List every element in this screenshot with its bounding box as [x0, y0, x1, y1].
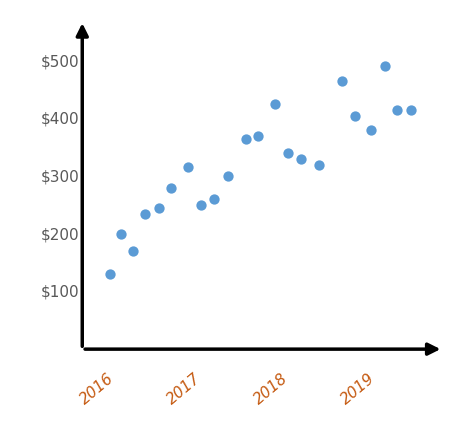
- Point: [315, 162, 323, 169]
- Point: [298, 156, 305, 163]
- Text: 2016: 2016: [78, 369, 117, 406]
- Point: [211, 196, 218, 203]
- Text: 2019: 2019: [339, 369, 378, 406]
- Point: [242, 136, 250, 143]
- Point: [367, 127, 375, 134]
- Point: [255, 133, 262, 140]
- Point: [198, 202, 205, 209]
- Point: [185, 164, 192, 171]
- Point: [141, 211, 149, 218]
- Text: $300: $300: [41, 169, 80, 184]
- Text: $500: $500: [41, 54, 80, 69]
- Point: [381, 64, 388, 71]
- Point: [351, 113, 358, 120]
- Point: [338, 78, 345, 85]
- Point: [167, 185, 175, 192]
- Point: [106, 271, 114, 278]
- Point: [224, 173, 231, 180]
- Text: 2017: 2017: [165, 369, 204, 406]
- Point: [155, 205, 163, 212]
- Point: [272, 101, 279, 108]
- Text: $100: $100: [41, 284, 80, 299]
- Point: [408, 107, 415, 114]
- Text: $200: $200: [41, 227, 80, 242]
- Text: $400: $400: [41, 112, 80, 127]
- Text: 2018: 2018: [251, 369, 291, 406]
- Point: [285, 150, 292, 157]
- Point: [393, 107, 401, 114]
- Point: [129, 248, 136, 255]
- Point: [118, 231, 125, 238]
